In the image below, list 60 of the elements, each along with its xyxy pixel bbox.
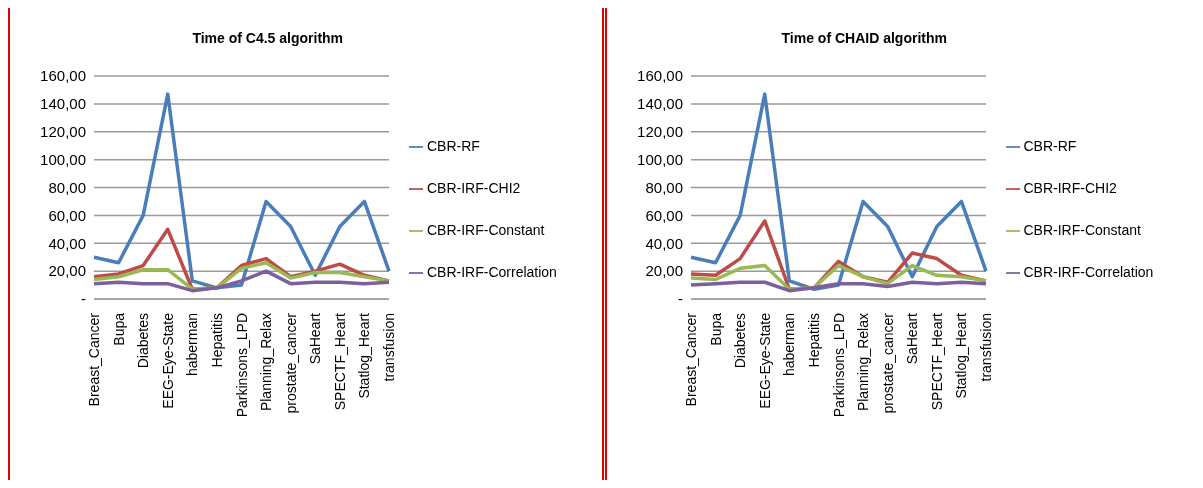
y-tick-label: - <box>81 290 86 308</box>
line-series <box>688 263 988 291</box>
legend-label: CBR-IRF-Constant <box>427 222 545 238</box>
y-tick-label: 160,00 <box>40 67 86 85</box>
x-tick-label: Breast_Cancer <box>86 312 102 407</box>
y-tick-label: 60,00 <box>48 206 86 224</box>
line-series <box>92 261 391 291</box>
legend-label: CBR-IRF-CHI2 <box>1023 180 1117 196</box>
y-tick-label: 20,00 <box>644 262 683 280</box>
x-tick-label: EEG-Eye-State <box>159 312 176 409</box>
legend-label: CBR-IRF-CHI2 <box>427 180 521 196</box>
legend-label: CBR-RF <box>1023 138 1077 154</box>
y-tick-label: - <box>677 290 683 308</box>
y-tick-label: 100,00 <box>636 150 683 168</box>
x-tick-label: Statlog_Heart <box>952 312 969 399</box>
x-tick-label: SPECTF_Heart <box>331 312 348 411</box>
legend-label: CBR-IRF-Correlation <box>1023 264 1154 280</box>
y-tick-label: 140,00 <box>636 95 683 113</box>
legend-label: CBR-IRF-Correlation <box>427 264 557 280</box>
x-tick-label: prostate_cancer <box>879 312 896 414</box>
x-tick-label: Planning_Relax <box>854 313 871 412</box>
y-tick-label: 60,00 <box>644 206 683 224</box>
y-tick-label: 20,00 <box>48 262 86 280</box>
x-tick-label: Diabetes <box>731 313 748 369</box>
x-tick-label: Parkinsons_LPD <box>233 313 250 418</box>
legend-label: CBR-IRF-Constant <box>1023 222 1141 238</box>
x-tick-label: SaHeart <box>307 312 324 365</box>
y-tick-label: 140,00 <box>40 95 86 113</box>
x-tick-label: SPECTF_Heart <box>928 312 945 411</box>
x-tick-label: transfusion <box>977 313 994 382</box>
line-series <box>688 280 988 293</box>
y-tick-label: 100,00 <box>40 150 86 168</box>
x-tick-label: Hepatitis <box>208 313 225 368</box>
x-tick-label: haberman <box>780 313 797 377</box>
x-tick-label: Hepatitis <box>805 313 822 368</box>
x-tick-label: SaHeart <box>903 312 920 365</box>
x-tick-label: Planning_Relax <box>258 313 275 412</box>
x-tick-label: Bupa <box>707 312 724 346</box>
y-tick-label: 120,00 <box>636 123 683 141</box>
x-tick-label: haberman <box>184 313 201 377</box>
y-tick-label: 80,00 <box>644 178 683 196</box>
y-tick-label: 120,00 <box>40 123 86 141</box>
line-series <box>92 269 391 293</box>
x-tick-label: Bupa <box>110 312 127 346</box>
y-tick-label: 160,00 <box>636 67 683 85</box>
chart-title: Time of CHAID algorithm <box>780 30 948 48</box>
x-tick-label: Parkinsons_LPD <box>830 313 846 418</box>
x-tick-label: Diabetes <box>135 313 152 369</box>
x-tick-label: Breast_Cancer <box>682 312 699 407</box>
chart-title: Time of C4.5 algorithm <box>191 30 345 48</box>
x-tick-label: prostate_cancer <box>282 312 299 414</box>
y-tick-label: 80,00 <box>48 178 86 196</box>
legend-label: CBR-RF <box>427 138 480 154</box>
x-tick-label: Statlog_Heart <box>356 312 373 399</box>
line-series <box>688 92 988 291</box>
y-tick-label: 40,00 <box>48 234 86 252</box>
line-series <box>92 92 391 290</box>
x-tick-label: EEG-Eye-State <box>756 312 773 409</box>
x-tick-label: transfusion <box>381 313 397 382</box>
y-tick-label: 40,00 <box>644 234 683 252</box>
